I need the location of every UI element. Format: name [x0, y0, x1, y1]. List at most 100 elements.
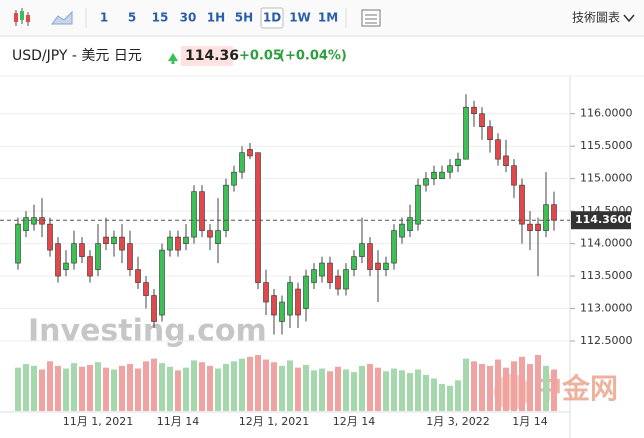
volume-bar — [199, 362, 205, 411]
volume-bar — [335, 366, 341, 411]
interval-button[interactable]: 5 — [128, 11, 136, 25]
volume-bar — [303, 364, 309, 411]
volume-bar — [391, 368, 397, 411]
interval-button[interactable]: 1W — [289, 11, 311, 25]
y-tick-label: 115.5000 — [580, 139, 633, 152]
interval-button[interactable]: 1 — [100, 11, 108, 25]
candle-body — [87, 256, 93, 277]
volume-bar — [423, 374, 429, 411]
volume-bar — [127, 364, 133, 411]
volume-bar — [463, 358, 469, 411]
interval-button[interactable]: 1D — [263, 11, 281, 25]
volume-bar — [151, 358, 157, 411]
volume-bar — [263, 359, 269, 411]
candle-body — [447, 165, 453, 173]
candle-body — [463, 106, 469, 160]
interval-button[interactable]: 1H — [207, 11, 225, 25]
interval-button[interactable]: 30 — [180, 11, 197, 25]
candle-body — [311, 269, 317, 283]
candle-body — [287, 282, 293, 316]
candle-body — [247, 149, 253, 157]
volume-bar — [135, 368, 141, 411]
volume-bar — [407, 373, 413, 411]
candle-body — [495, 139, 501, 160]
settings-icon[interactable] — [361, 9, 381, 27]
volume-bar — [455, 380, 461, 411]
x-tick-label: 12月 1, 2021 — [239, 415, 309, 428]
volume-bar — [359, 365, 365, 411]
candle-body — [39, 217, 45, 225]
candle-body — [383, 262, 389, 270]
candle-body — [15, 223, 21, 264]
technical-chart-link[interactable]: 技術圖表 — [572, 11, 620, 25]
interval-button[interactable]: 5H — [235, 11, 253, 25]
y-tick-label: 113.0000 — [580, 302, 633, 315]
volume-bar — [367, 364, 373, 411]
plot: 112.5000113.0000113.5000114.0000114.5000… — [0, 94, 633, 428]
y-tick-label: 112.5000 — [580, 334, 633, 347]
candle-body — [71, 243, 77, 264]
volume-bar — [71, 363, 77, 411]
change-percent: (+0.04%) — [279, 49, 347, 64]
volume-bar — [351, 372, 357, 411]
candle-body — [471, 106, 477, 115]
candle-body — [199, 191, 205, 231]
volume-bar — [383, 371, 389, 411]
volume-bar — [95, 362, 101, 411]
volume-bar — [87, 364, 93, 411]
candle-body — [487, 126, 493, 140]
toolbar — [0, 0, 644, 36]
candle-body — [551, 204, 557, 221]
volume-bar — [327, 371, 333, 411]
candle-body — [31, 217, 37, 225]
volume-bar — [399, 370, 405, 411]
candle-body — [375, 262, 381, 270]
price: 114.36 — [185, 48, 239, 64]
candle-body — [119, 236, 125, 251]
candle-body — [111, 236, 117, 244]
volume-bar — [279, 365, 285, 411]
interval-buttons: 1 5 15 30 1H 5H 1D 1W 1M — [100, 7, 338, 29]
volume-bar — [415, 369, 421, 411]
y-tick-label: 116.0000 — [580, 107, 633, 120]
candle-body — [519, 184, 525, 225]
volume-bar — [287, 360, 293, 411]
candle-body — [391, 230, 397, 264]
volume-bar — [159, 363, 165, 411]
candle-body — [407, 217, 413, 231]
interval-button[interactable]: 15 — [152, 11, 169, 25]
volume-bar — [319, 368, 325, 411]
candle-body — [303, 275, 309, 309]
volume-bar — [103, 367, 109, 411]
volume-bar — [431, 378, 437, 411]
y-tick-label: 115.0000 — [580, 172, 633, 185]
candle-body — [63, 262, 69, 270]
volume-bar — [231, 361, 237, 411]
up-arrow — [168, 53, 178, 64]
y-tick-label: 113.5000 — [580, 269, 633, 282]
candle-body — [351, 256, 357, 270]
candle-body — [503, 155, 509, 166]
volume-bar — [183, 367, 189, 411]
volume-bar — [55, 365, 61, 411]
area-icon[interactable] — [51, 10, 73, 25]
candle-body — [415, 184, 421, 225]
candle-icon[interactable] — [14, 8, 30, 26]
candle-body — [319, 262, 325, 277]
interval-button[interactable]: 1M — [318, 11, 338, 25]
volume-bar — [143, 361, 149, 411]
candle-body — [135, 269, 141, 283]
candle-body — [231, 171, 237, 186]
volume-bar — [63, 368, 69, 411]
candle-body — [175, 236, 181, 251]
candle-body — [335, 275, 341, 290]
candle-body — [343, 269, 349, 290]
candle-body — [79, 243, 85, 257]
candle-body — [183, 236, 189, 244]
x-tick-label: 1月 14 — [512, 415, 548, 428]
volume-bar — [295, 367, 301, 411]
candle-body — [295, 288, 301, 316]
volume-bar — [15, 367, 21, 411]
candle-body — [527, 223, 533, 231]
